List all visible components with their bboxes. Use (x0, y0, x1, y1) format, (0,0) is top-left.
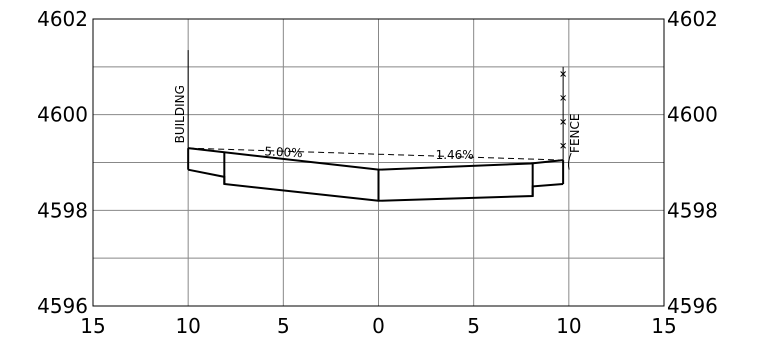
fence-x-mark (560, 118, 566, 125)
y-tick-label-left: 4602 (37, 7, 88, 31)
grid (93, 19, 664, 306)
slope-label-left: 5.00% (264, 144, 303, 160)
y-tick-label-right: 4600 (667, 103, 718, 127)
existing-ground-line (188, 147, 564, 161)
x-tick-label: 10 (175, 314, 200, 338)
fence-x-mark (560, 142, 566, 149)
y-tick-label-right: 4596 (667, 294, 718, 318)
y-tick-label-right: 4602 (667, 7, 718, 31)
x-tick-label: 5 (277, 314, 290, 338)
slope-label-right: 1.46% (436, 148, 474, 162)
x-tick-label: 5 (467, 314, 480, 338)
fence-symbol (567, 152, 572, 170)
y-tick-label-right: 4598 (667, 198, 718, 222)
plot-frame (92, 18, 665, 307)
x-tick-label: 15 (80, 314, 105, 338)
y-tick-label-left: 4596 (37, 294, 88, 318)
labels: 15 10 5 0 5 10 15 4602 4600 4598 4596 4602 4600 4598 4… (37, 7, 718, 338)
x-tick-label: 15 (651, 314, 676, 338)
y-tick-label-left: 4598 (37, 198, 88, 222)
x-tick-label: 10 (556, 314, 581, 338)
fence-label: FENCE (568, 114, 582, 153)
fence-x-mark (560, 71, 566, 77)
section-geometry (187, 50, 572, 202)
section-bottom-line (187, 168, 564, 202)
building-label: BUILDING (173, 85, 187, 143)
fence-x-mark (560, 95, 566, 101)
x-tick-label: 0 (372, 314, 385, 338)
y-tick-label-left: 4600 (37, 103, 88, 127)
section-top-line (188, 147, 564, 171)
